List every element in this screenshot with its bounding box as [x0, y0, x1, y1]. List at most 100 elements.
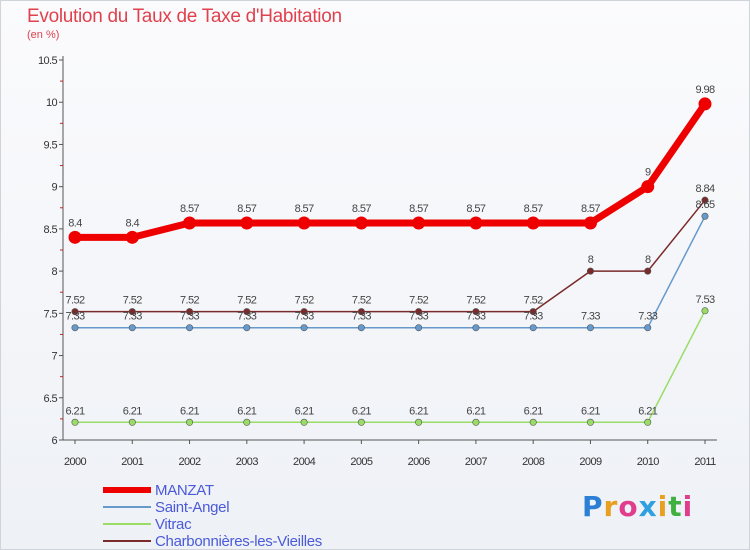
data-label: 7.52	[524, 295, 543, 307]
data-label: 6.21	[352, 405, 371, 417]
x-tick-label: 2003	[236, 456, 259, 468]
data-label: 8.57	[466, 203, 485, 215]
x-tick-label: 2008	[522, 456, 545, 468]
data-point	[300, 418, 308, 426]
data-point	[701, 307, 709, 315]
data-point	[297, 216, 311, 230]
data-label: 6.21	[524, 405, 543, 417]
series-line-charbonni-res-les-vieilles	[74, 199, 706, 313]
series-line-vitrac	[74, 310, 706, 424]
data-label: 7.33	[409, 311, 428, 323]
chart-unit: (en %)	[27, 29, 60, 41]
legend-label: Charbonnières-les-Vieilles	[155, 533, 323, 550]
legend-swatch	[103, 487, 151, 493]
data-label: 8.4	[126, 217, 140, 229]
data-point	[186, 324, 194, 332]
data-point	[357, 308, 365, 316]
data-point	[128, 308, 136, 316]
data-label: 8.57	[352, 203, 371, 215]
data-label: 7.33	[123, 311, 142, 323]
data-point	[357, 324, 365, 332]
data-point	[698, 97, 712, 111]
data-point	[526, 216, 540, 230]
data-point	[529, 418, 537, 426]
data-point	[128, 418, 136, 426]
data-label: 7.33	[180, 311, 199, 323]
y-tick-label: 9.5	[44, 139, 58, 151]
data-label: 8	[588, 254, 594, 266]
chart-title: Evolution du Taux de Taxe d'Habitation	[27, 6, 342, 27]
data-label: 8	[645, 254, 651, 266]
data-point	[68, 230, 82, 244]
x-tick-label: 2009	[579, 456, 602, 468]
data-point	[586, 418, 594, 426]
data-label: 8.57	[180, 203, 199, 215]
data-label: 7.52	[466, 295, 485, 307]
proxiti-logo: Proxiti	[582, 490, 694, 523]
data-point	[240, 216, 254, 230]
data-point	[641, 180, 655, 194]
data-label: 7.33	[237, 311, 256, 323]
data-label: 7.52	[295, 295, 314, 307]
data-label: 8.65	[695, 199, 714, 211]
x-tick-label: 2001	[121, 456, 144, 468]
data-label: 8.4	[68, 217, 82, 229]
data-label: 7.33	[638, 311, 657, 323]
data-point	[243, 324, 251, 332]
x-tick-label: 2005	[350, 456, 373, 468]
data-point	[644, 324, 652, 332]
data-label: 9	[645, 167, 651, 179]
y-tick-label: 6	[51, 435, 57, 447]
legend-swatch	[103, 523, 151, 525]
legend-label: Saint-Angel	[155, 499, 230, 516]
y-tick-label: 8.5	[44, 224, 58, 236]
data-label: 8.57	[409, 203, 428, 215]
data-point	[701, 212, 709, 220]
data-point	[586, 324, 594, 332]
data-label: 7.33	[524, 311, 543, 323]
y-tick-label: 8	[51, 266, 57, 278]
data-point	[472, 324, 480, 332]
data-point	[186, 418, 194, 426]
data-label: 7.53	[695, 294, 714, 306]
data-point	[300, 308, 308, 316]
data-label: 7.52	[352, 295, 371, 307]
data-point	[644, 418, 652, 426]
y-tick-label: 6.5	[44, 393, 58, 405]
series-line-manzat	[71, 100, 709, 241]
data-label: 6.21	[123, 405, 142, 417]
data-point	[354, 216, 368, 230]
data-point	[469, 216, 483, 230]
data-point	[243, 418, 251, 426]
data-label: 6.21	[65, 405, 84, 417]
data-label: 7.33	[581, 311, 600, 323]
data-label: 7.33	[295, 311, 314, 323]
data-point	[128, 324, 136, 332]
data-label: 7.52	[65, 295, 84, 307]
data-point	[183, 216, 197, 230]
data-point	[415, 308, 423, 316]
data-point	[125, 230, 139, 244]
data-label: 6.21	[180, 405, 199, 417]
data-label: 6.21	[466, 405, 485, 417]
x-tick-label: 2010	[637, 456, 660, 468]
data-label: 6.21	[409, 405, 428, 417]
data-point	[586, 267, 594, 275]
legend-label: Vitrac	[155, 516, 192, 533]
data-label: 7.52	[123, 295, 142, 307]
data-label: 7.52	[237, 295, 256, 307]
y-tick-label: 7	[51, 351, 57, 363]
data-label: 8.57	[237, 203, 256, 215]
data-point	[472, 308, 480, 316]
data-label: 6.21	[295, 405, 314, 417]
series-line-saint-angel	[74, 215, 706, 329]
data-label: 7.52	[409, 295, 428, 307]
data-label: 8.57	[524, 203, 543, 215]
x-tick-label: 2011	[694, 456, 716, 468]
data-label: 7.33	[65, 311, 84, 323]
x-tick-label: 2002	[179, 456, 202, 468]
data-point	[415, 324, 423, 332]
data-label: 6.21	[638, 405, 657, 417]
